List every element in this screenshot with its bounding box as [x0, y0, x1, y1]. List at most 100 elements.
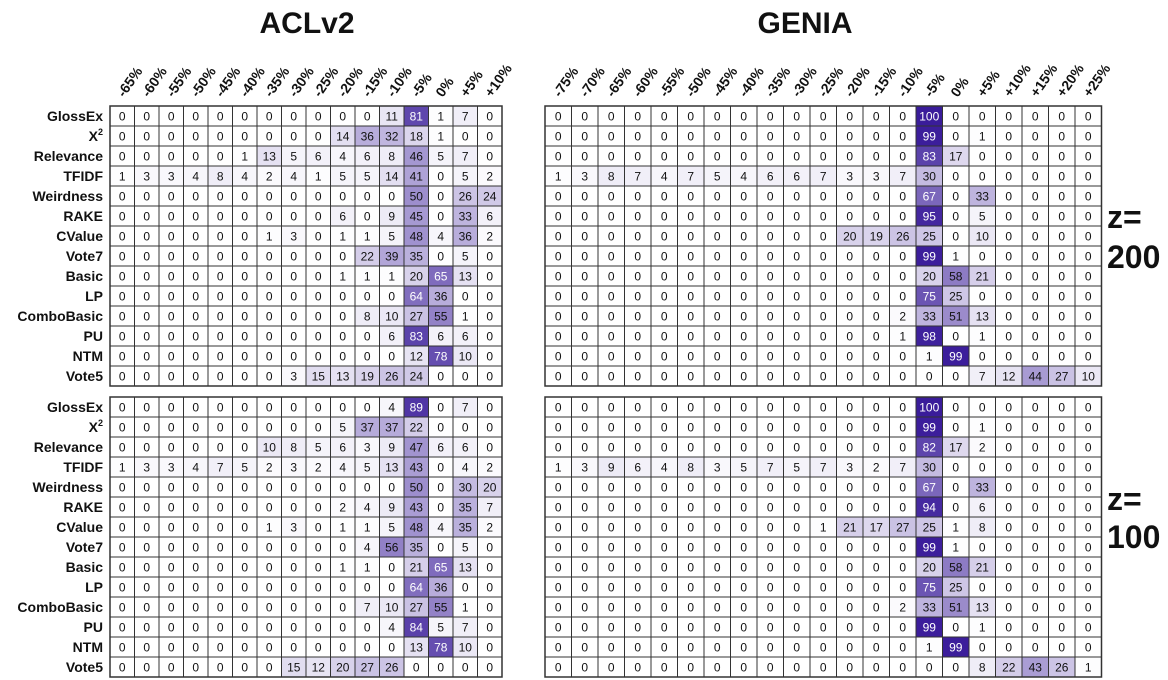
- cell-value: 0: [714, 401, 721, 415]
- cell-value: 0: [1058, 350, 1065, 364]
- cell-value: 13: [459, 561, 473, 575]
- cell-value: 0: [1032, 190, 1039, 204]
- cell-value: 0: [339, 350, 346, 364]
- cell-value: 0: [315, 310, 322, 324]
- cell-value: 4: [241, 170, 248, 184]
- cell-value: 0: [339, 290, 346, 304]
- cell-value: 78: [434, 350, 448, 364]
- cell-value: 0: [315, 270, 322, 284]
- cell-value: 0: [634, 401, 641, 415]
- cell-value: 0: [241, 110, 248, 124]
- cell-value: 0: [634, 190, 641, 204]
- cell-value: 0: [820, 501, 827, 515]
- cell-value: 7: [634, 170, 641, 184]
- cell-value: 0: [608, 330, 615, 344]
- cell-value: 0: [793, 110, 800, 124]
- cell-value: 0: [687, 641, 694, 655]
- cell-value: 0: [740, 210, 747, 224]
- cell-value: 6: [437, 441, 444, 455]
- cell-value: 0: [1005, 461, 1012, 475]
- cell-value: 0: [687, 290, 694, 304]
- cell-value: 0: [266, 110, 273, 124]
- cell-value: 0: [241, 130, 248, 144]
- cell-value: 0: [437, 401, 444, 415]
- cell-value: 0: [952, 230, 959, 244]
- cell-value: 0: [555, 310, 562, 324]
- cell-value: 0: [634, 541, 641, 555]
- cell-value: 7: [820, 170, 827, 184]
- cell-value: 44: [1029, 370, 1043, 384]
- cell-value: 0: [290, 421, 297, 435]
- cell-value: 0: [241, 621, 248, 635]
- cell-value: 0: [979, 170, 986, 184]
- cell-value: 0: [364, 110, 371, 124]
- cell-value: 13: [263, 150, 277, 164]
- cell-value: 0: [555, 250, 562, 264]
- cell-value: 6: [437, 330, 444, 344]
- cell-value: 0: [486, 661, 493, 675]
- cell-value: 0: [339, 401, 346, 415]
- cell-value: 0: [290, 350, 297, 364]
- cell-value: 0: [168, 210, 175, 224]
- cell-value: 0: [820, 130, 827, 144]
- cell-value: 10: [976, 230, 990, 244]
- cell-value: 0: [873, 370, 880, 384]
- cell-value: 0: [740, 621, 747, 635]
- cell-value: 20: [923, 270, 937, 284]
- cell-value: 0: [266, 581, 273, 595]
- cell-value: 0: [979, 461, 986, 475]
- cell-value: 0: [740, 250, 747, 264]
- cell-value: 0: [119, 370, 126, 384]
- cell-value: 26: [459, 190, 473, 204]
- cell-value: 0: [217, 350, 224, 364]
- cell-value: 0: [608, 561, 615, 575]
- cell-value: 0: [740, 561, 747, 575]
- cell-value: 0: [168, 130, 175, 144]
- cell-value: 1: [820, 521, 827, 535]
- cell-value: 0: [168, 370, 175, 384]
- cell-value: 0: [846, 601, 853, 615]
- cell-value: 0: [1085, 461, 1092, 475]
- row-label-x: X2: [89, 418, 103, 435]
- cell-value: 0: [388, 561, 395, 575]
- cell-value: 0: [168, 290, 175, 304]
- cell-value: 0: [1058, 441, 1065, 455]
- cell-value: 0: [192, 541, 199, 555]
- cell-value: 0: [1005, 421, 1012, 435]
- cell-value: 1: [339, 270, 346, 284]
- cell-value: 0: [873, 190, 880, 204]
- cell-value: 0: [339, 110, 346, 124]
- cell-value: 0: [339, 190, 346, 204]
- cell-value: 0: [192, 621, 199, 635]
- cell-value: 58: [949, 561, 963, 575]
- cell-value: 0: [661, 370, 668, 384]
- cell-value: 0: [714, 601, 721, 615]
- cell-value: 0: [290, 561, 297, 575]
- cell-value: 0: [1058, 621, 1065, 635]
- col-label-genia-18: +15%: [1027, 60, 1061, 99]
- cell-value: 4: [462, 461, 469, 475]
- cell-value: 0: [846, 110, 853, 124]
- row-label-ntm: NTM: [73, 639, 103, 655]
- cell-value: 0: [952, 421, 959, 435]
- cell-value: 0: [437, 250, 444, 264]
- cell-value: 0: [899, 270, 906, 284]
- cell-value: 0: [364, 481, 371, 495]
- cell-value: 2: [486, 521, 493, 535]
- cell-value: 0: [1058, 230, 1065, 244]
- cell-value: 0: [143, 661, 150, 675]
- cell-value: 0: [437, 481, 444, 495]
- cell-value: 0: [581, 441, 588, 455]
- cell-value: 0: [217, 401, 224, 415]
- cell-value: 0: [486, 350, 493, 364]
- cell-value: 1: [339, 561, 346, 575]
- cell-value: 0: [687, 441, 694, 455]
- cell-value: 0: [143, 270, 150, 284]
- cell-value: 3: [290, 521, 297, 535]
- cell-value: 1: [388, 270, 395, 284]
- cell-value: 0: [846, 130, 853, 144]
- cell-value: 0: [315, 130, 322, 144]
- cell-value: 0: [192, 230, 199, 244]
- cell-value: 0: [143, 150, 150, 164]
